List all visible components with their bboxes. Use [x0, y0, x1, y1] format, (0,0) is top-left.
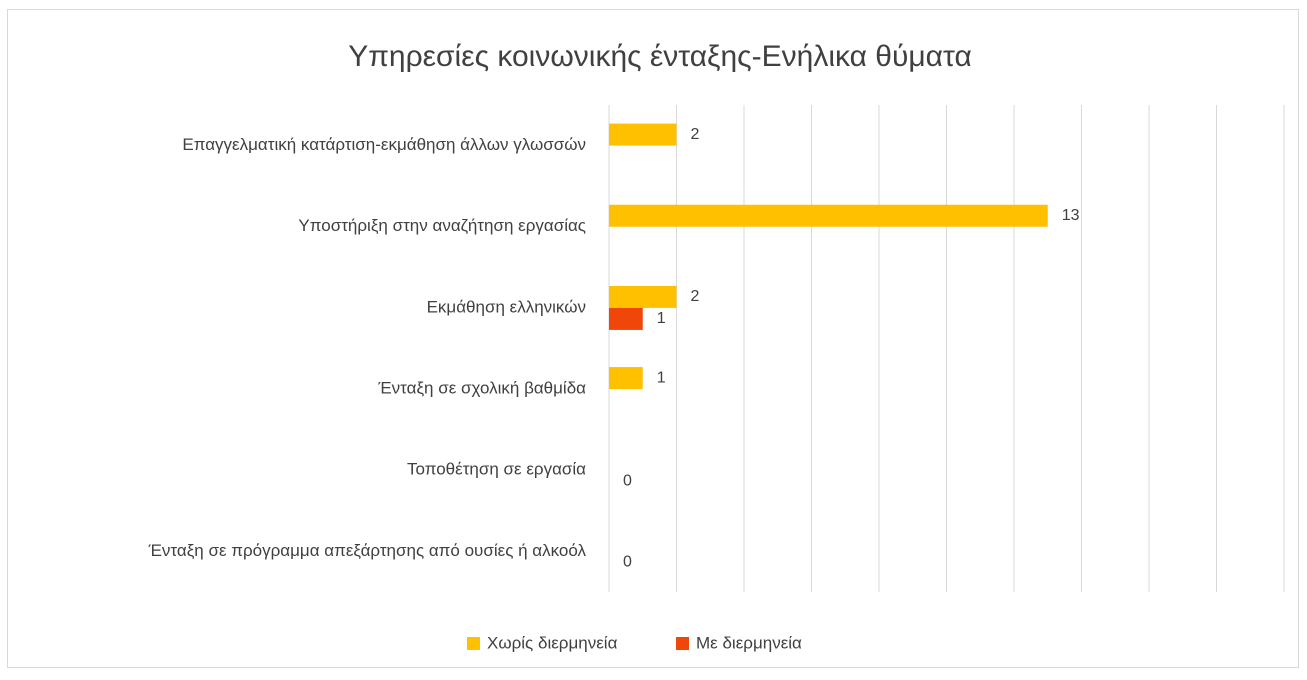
legend-swatch: [676, 637, 689, 650]
legend-swatch: [467, 637, 480, 650]
chart-border: [7, 9, 1299, 668]
bar: [609, 123, 677, 146]
category-label: Υποστήριξη στην αναζήτηση εργασίας: [298, 216, 586, 235]
data-label: 2: [691, 126, 700, 143]
data-label: 0: [623, 554, 632, 571]
legend-label: Χωρίς διερμηνεία: [487, 633, 618, 652]
data-label: 13: [1062, 207, 1080, 224]
category-label: Εκμάθηση ελληνικών: [427, 297, 586, 316]
data-label: 0: [623, 472, 632, 489]
data-label: 1: [657, 369, 666, 386]
bar: [609, 204, 1048, 227]
data-label: 1: [657, 310, 666, 327]
bar: [609, 285, 677, 308]
bar: [609, 367, 643, 390]
category-label: Ένταξη σε πρόγραμμα απεξάρτησης από ουσί…: [148, 541, 587, 560]
category-label: Επαγγελματική κατάρτιση-εκμάθηση άλλων γ…: [182, 135, 586, 154]
legend-label: Με διερμηνεία: [696, 633, 802, 652]
category-label: Τοποθέτηση σε εργασία: [407, 460, 586, 479]
category-label: Ένταξη σε σχολική βαθμίδα: [377, 379, 586, 398]
chart-title: Υπηρεσίες κοινωνικής ένταξης-Ενήλικα θύμ…: [348, 40, 972, 73]
data-label: 2: [691, 288, 700, 305]
bar: [609, 307, 643, 330]
